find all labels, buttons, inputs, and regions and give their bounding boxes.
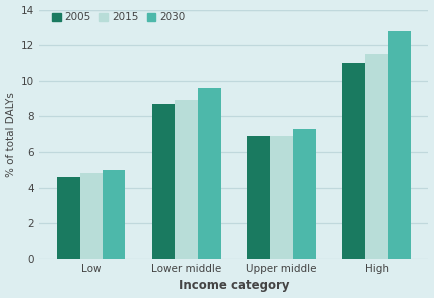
Bar [365, 54, 388, 259]
Bar [57, 177, 80, 259]
Bar [198, 88, 220, 259]
Bar [388, 31, 411, 259]
X-axis label: Income category: Income category [178, 280, 289, 292]
Bar [270, 136, 293, 259]
Bar [80, 173, 102, 259]
Bar [102, 170, 125, 259]
Legend: 2005, 2015, 2030: 2005, 2015, 2030 [52, 12, 185, 22]
Bar [293, 129, 316, 259]
Bar [152, 104, 175, 259]
Bar [247, 136, 270, 259]
Bar [342, 63, 365, 259]
Y-axis label: % of total DALYs: % of total DALYs [6, 92, 16, 177]
Bar [175, 100, 198, 259]
